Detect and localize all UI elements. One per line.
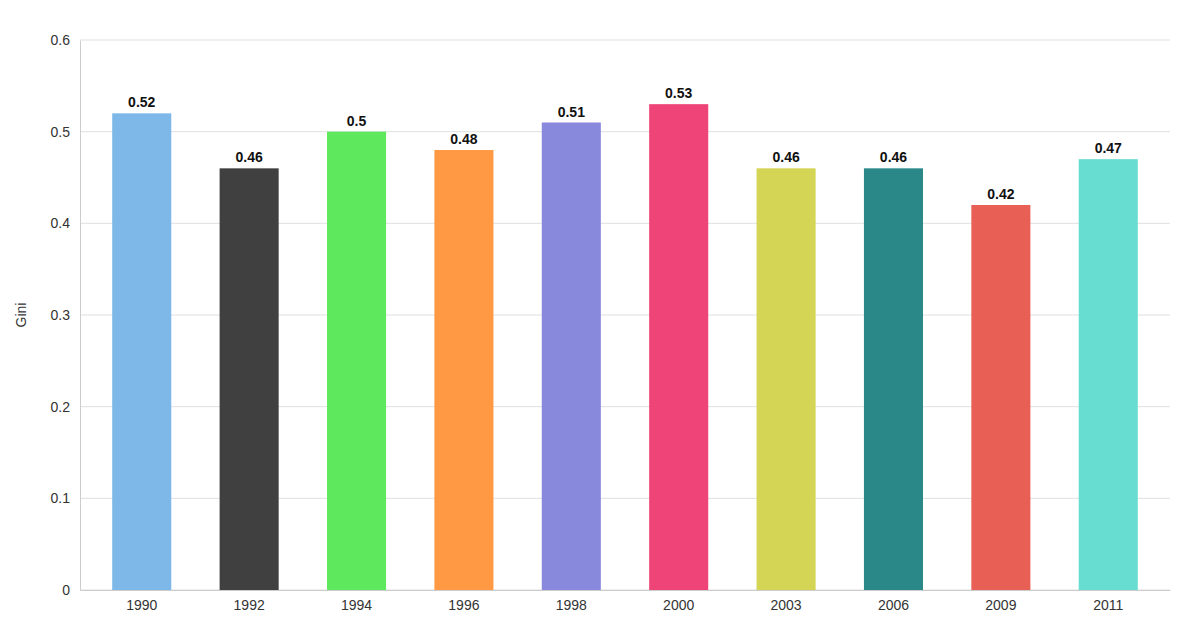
data-label: 0.46 bbox=[236, 149, 263, 165]
x-tick-label: 2003 bbox=[771, 597, 802, 613]
grid-line bbox=[80, 40, 1170, 41]
x-tick: 2011 bbox=[1093, 597, 1123, 613]
y-tick-label: 0.2 bbox=[51, 399, 71, 415]
y-tick-label: 0.6 bbox=[51, 32, 71, 48]
x-tick: 1992 bbox=[234, 597, 265, 613]
bar bbox=[327, 132, 386, 590]
data-label: 0.51 bbox=[558, 104, 585, 120]
y-axis: 0 0.1 0.2 0.3 0.4 0.5 0.6 bbox=[51, 32, 81, 598]
x-tick-label: 2011 bbox=[1093, 597, 1123, 613]
bar bbox=[542, 123, 601, 591]
y-tick: 0.3 bbox=[51, 307, 80, 323]
data-label: 0.42 bbox=[987, 186, 1014, 202]
y-tick-label: 0.3 bbox=[51, 307, 71, 323]
data-label: 0.46 bbox=[772, 149, 799, 165]
x-tick: 1996 bbox=[448, 597, 479, 613]
x-tick-label: 2000 bbox=[663, 597, 694, 613]
y-tick-label: 0 bbox=[62, 582, 70, 598]
x-tick-label: 1990 bbox=[126, 597, 157, 613]
y-tick: 0.6 bbox=[51, 32, 80, 48]
plot-area: 0 0.1 0.2 0.3 0.4 0.5 0.6 1990 1992 1994 1996 1998 2… bbox=[51, 32, 1171, 613]
bar bbox=[112, 113, 171, 590]
bars bbox=[112, 104, 1138, 590]
y-tick: 0.1 bbox=[51, 490, 80, 506]
grid-line bbox=[80, 131, 1170, 132]
x-tick-label: 1996 bbox=[448, 597, 479, 613]
bar bbox=[434, 150, 493, 590]
y-tick-label: 0.5 bbox=[51, 124, 71, 140]
y-tick: 0 bbox=[62, 582, 80, 598]
y-tick-label: 0.4 bbox=[51, 215, 71, 231]
x-tick: 2009 bbox=[985, 597, 1016, 613]
bar bbox=[220, 168, 279, 590]
y-axis-title: Gini bbox=[13, 303, 29, 328]
x-tick: 2000 bbox=[663, 597, 694, 613]
x-tick: 2006 bbox=[878, 597, 909, 613]
x-axis-line bbox=[81, 590, 1171, 591]
x-tick-label: 1998 bbox=[556, 597, 587, 613]
x-axis: 1990 1992 1994 1996 1998 2000 2003 2006 2009 2011 bbox=[81, 591, 1171, 613]
data-label: 0.48 bbox=[450, 131, 477, 147]
data-label: 0.53 bbox=[665, 85, 692, 101]
bar bbox=[864, 168, 923, 590]
x-tick-label: 2006 bbox=[878, 597, 909, 613]
data-label: 0.47 bbox=[1095, 140, 1122, 156]
data-label: 0.46 bbox=[880, 149, 907, 165]
y-axis-line bbox=[80, 41, 81, 591]
x-tick: 1998 bbox=[556, 597, 587, 613]
x-tick: 1990 bbox=[126, 597, 157, 613]
y-tick-label: 0.1 bbox=[51, 490, 71, 506]
x-tick-label: 1994 bbox=[341, 597, 372, 613]
y-tick: 0.5 bbox=[51, 124, 80, 140]
data-label: 0.52 bbox=[128, 94, 155, 110]
grid bbox=[80, 40, 1170, 590]
bar bbox=[971, 205, 1030, 590]
x-tick-label: 2009 bbox=[985, 597, 1016, 613]
data-label: 0.5 bbox=[347, 113, 367, 129]
chart: 0 0.1 0.2 0.3 0.4 0.5 0.6 1990 1992 1994 1996 1998 2… bbox=[0, 0, 1200, 640]
bar bbox=[757, 168, 816, 590]
y-tick: 0.2 bbox=[51, 399, 80, 415]
x-tick-label: 1992 bbox=[234, 597, 265, 613]
x-tick: 2003 bbox=[771, 597, 802, 613]
bar bbox=[1079, 159, 1138, 590]
y-tick: 0.4 bbox=[51, 215, 80, 231]
x-tick: 1994 bbox=[341, 597, 372, 613]
bar bbox=[649, 104, 708, 590]
data-labels: 0.52 0.46 0.5 0.48 0.51 0.53 0.46 0.46 0.42 0.47 bbox=[128, 85, 1122, 202]
